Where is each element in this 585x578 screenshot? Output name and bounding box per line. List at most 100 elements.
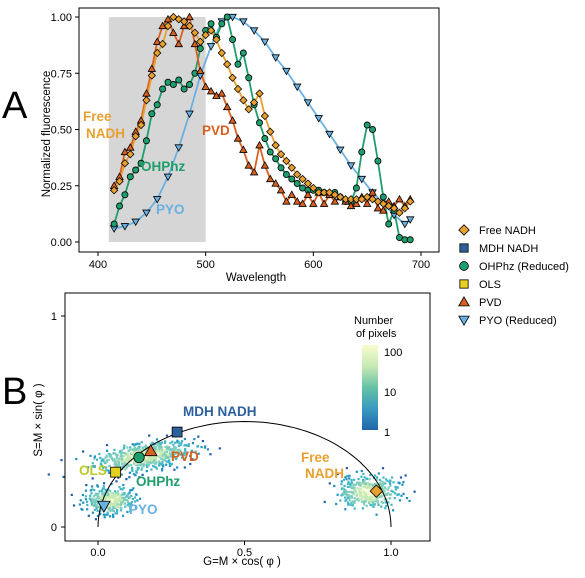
pixel-cloud-2-dot <box>348 498 351 502</box>
pixel-cloud-2-dot <box>369 486 372 489</box>
pixel-cloud-1-dot <box>109 498 112 501</box>
point-pyo-475 <box>174 144 184 152</box>
pixel-cloud-0-dot <box>114 462 117 466</box>
b-x-tick-label-0.0: 0.0 <box>90 547 105 559</box>
pixel-cloud-1-dot <box>91 500 94 503</box>
pixel-cloud-2-dot <box>396 493 399 496</box>
pixel-cloud-1-dot <box>116 510 119 513</box>
pixel-cloud-2-dot <box>413 490 416 493</box>
panel-b-axes: 0.0 0.5 1.0 0 1 <box>51 292 431 559</box>
pixel-cloud-1-dot <box>117 497 120 500</box>
pixel-cloud-1-dot <box>117 504 120 507</box>
point-nadh-430 <box>126 150 135 159</box>
pixel-cloud-0-dot <box>143 446 146 449</box>
pixel-cloud-0-dot <box>123 461 126 464</box>
pixel-cloud-1-dot <box>86 500 89 503</box>
pixel-cloud-0-dot <box>150 457 153 461</box>
pixel-cloud-2-dot <box>358 481 361 484</box>
point-pvd-665 <box>379 206 388 214</box>
point-pyo-505 <box>206 43 216 51</box>
pixel-cloud-1-dot <box>91 477 94 480</box>
pixel-cloud-1-dot <box>103 493 106 496</box>
pixel-cloud-2-dot <box>358 494 361 497</box>
pixel-cloud-0-dot <box>146 465 149 469</box>
pixel-cloud-2-dot <box>367 501 371 504</box>
pixel-cloud-0-dot <box>166 460 169 463</box>
pixel-cloud-2-dot <box>351 485 354 488</box>
point-nadh-590 <box>298 174 307 184</box>
pixel-cloud-0-dot <box>133 444 136 447</box>
pixel-cloud-2-dot <box>392 490 395 493</box>
pixel-cloud-0-dot <box>136 449 139 452</box>
pixel-cloud-1-dot <box>102 497 105 500</box>
pixel-cloud-1-dot <box>133 496 137 499</box>
pixel-cloud-2-dot <box>361 492 364 495</box>
pixel-cloud-0-dot <box>134 474 137 477</box>
pixel-cloud-2-dot <box>408 499 411 503</box>
pixel-cloud-0-dot <box>136 442 139 445</box>
pixel-cloud-0-dot <box>160 446 163 449</box>
pixel-cloud-0-dot <box>187 443 190 446</box>
pixel-cloud-2-dot <box>394 492 397 495</box>
point-pyo-525 <box>228 13 237 22</box>
point-pyo-465 <box>163 173 173 182</box>
point-ohphz-660 <box>374 157 382 165</box>
pixel-cloud-0-dot <box>197 452 200 455</box>
pixel-cloud-2-dot <box>381 483 384 486</box>
pixel-cloud-0-dot <box>89 454 92 457</box>
pixel-cloud-0-dot <box>104 456 107 459</box>
pixel-cloud-0-dot <box>106 455 109 458</box>
x-tick-label-500: 500 <box>196 259 214 271</box>
pixel-cloud-0-dot <box>116 463 119 466</box>
pixel-cloud-2-dot <box>384 507 387 510</box>
pixel-cloud-2-dot <box>366 477 369 481</box>
point-pvd-485 <box>185 12 194 21</box>
pixel-cloud-0-dot <box>133 462 136 465</box>
pixel-cloud-1-dot <box>118 494 121 497</box>
pixel-cloud-2-dot <box>364 486 367 489</box>
pixel-cloud-2-dot <box>345 474 349 478</box>
pixel-cloud-2-dot <box>357 478 360 481</box>
point-ohphz-575 <box>282 171 290 178</box>
pixel-cloud-0-dot <box>182 454 186 457</box>
pixel-cloud-2-dot <box>342 487 345 490</box>
pixel-cloud-2-dot <box>385 493 389 496</box>
pixel-cloud-0-dot <box>154 450 157 453</box>
pixel-cloud-2-dot <box>383 498 386 501</box>
pixel-cloud-2-dot <box>368 495 371 498</box>
point-pvd-585 <box>292 197 302 205</box>
pixel-cloud-0-dot <box>120 449 123 452</box>
pixel-cloud-0-dot <box>177 444 180 447</box>
pixel-cloud-0-dot <box>147 457 150 460</box>
pixel-cloud-2-dot <box>346 496 349 499</box>
pixel-cloud-1-dot <box>121 503 124 506</box>
pixel-cloud-1-dot <box>81 493 84 497</box>
point-ohphz-560 <box>266 148 274 156</box>
pixel-cloud-1-dot <box>122 487 125 490</box>
pixel-cloud-0-dot <box>132 453 135 457</box>
pixel-cloud-2-dot <box>351 502 354 505</box>
pixel-cloud-2-dot <box>380 485 384 488</box>
pixel-cloud-0-dot <box>187 444 190 448</box>
pixel-cloud-0-dot <box>183 452 186 456</box>
pixel-cloud-0-dot <box>176 439 179 442</box>
pixel-cloud-0-dot <box>168 460 171 463</box>
pixel-cloud-0-dot <box>218 447 221 450</box>
pixel-cloud-1-dot <box>95 500 98 503</box>
legend-label-mdh: MDH NADH <box>479 243 538 255</box>
pixel-cloud-0-dot <box>115 458 118 461</box>
point-ohphz-535 <box>239 49 247 57</box>
point-pvd-565 <box>271 179 280 187</box>
pixel-cloud-0-dot <box>170 453 173 456</box>
pixel-cloud-1-dot <box>114 512 117 515</box>
pixel-cloud-1-dot <box>99 510 102 513</box>
annotation-pyo-b: PYO <box>129 502 158 517</box>
pixel-cloud-0-dot <box>162 464 165 467</box>
pixel-cloud-1-dot <box>106 493 109 497</box>
pixel-cloud-0-dot <box>135 447 138 451</box>
point-ohphz-690 <box>406 236 414 244</box>
pixel-cloud-0-dot <box>172 455 175 458</box>
y-tick-label-1.00: 1.00 <box>51 12 72 24</box>
pixel-cloud-1-dot <box>129 489 132 492</box>
pixel-cloud-0-dot <box>115 454 118 458</box>
